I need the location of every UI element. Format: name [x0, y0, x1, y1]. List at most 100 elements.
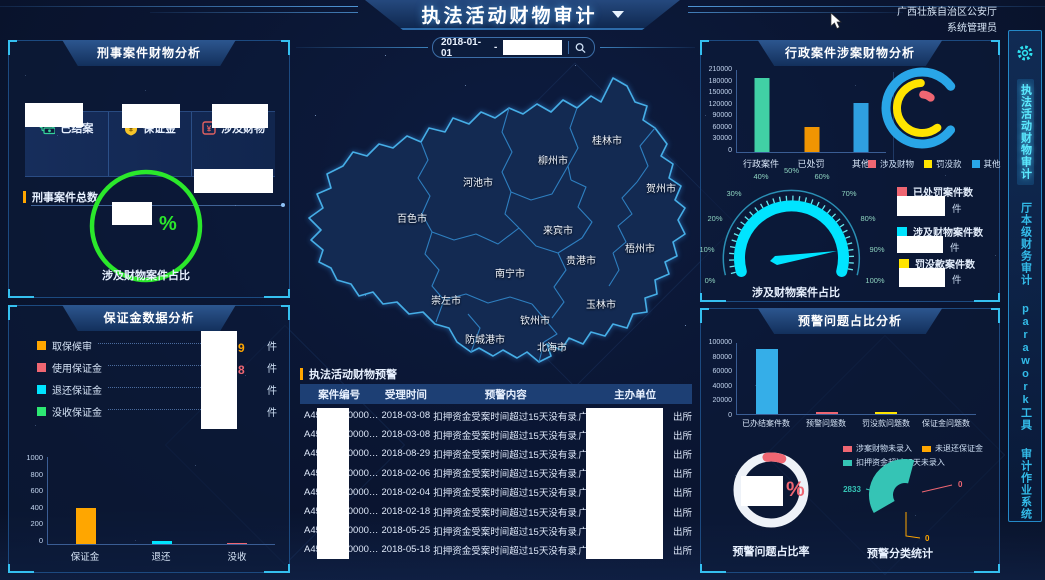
decor-line [296, 47, 428, 48]
legend-swatch [843, 445, 852, 452]
nav-item-parawork-tool[interactable]: parawork工具 [1019, 303, 1032, 431]
deposit-chart-xlabels: 保证金 退还 没收 [47, 549, 275, 563]
bar-other [853, 103, 869, 152]
nav-item-enforcement-audit[interactable]: 执法活动财物审计 [1016, 79, 1034, 185]
warning-table-header: 案件编号 受理时间 预警内容 主办单位 [300, 384, 692, 404]
legend-label: 取保候审 [52, 341, 92, 353]
svg-text:90%: 90% [869, 245, 884, 254]
legend-swatch [868, 160, 876, 168]
app-title-plaque[interactable]: 执法活动财物审计 [365, 0, 680, 30]
xtick: 保证金问题数 [922, 419, 970, 428]
gauge-needle [770, 251, 837, 265]
svg-text:0%: 0% [705, 276, 716, 285]
warning-chart-yaxis: 100000 80000 60000 40000 20000 0 [700, 339, 732, 419]
legend-swatch [897, 186, 907, 197]
end-date-redacted[interactable] [503, 40, 563, 55]
xtick: 退还 [151, 552, 171, 563]
search-icon[interactable] [575, 42, 586, 54]
corner-accent [281, 305, 290, 320]
redacted-value [194, 169, 273, 193]
ytick: 60000 [712, 368, 732, 376]
decor-line [688, 6, 1045, 7]
deposit-legend-row[interactable]: 使用保证金 件 [37, 360, 277, 375]
mouse-cursor [830, 12, 842, 29]
deposit-legend-row[interactable]: 退还保证金 件 [37, 382, 277, 397]
panel-title: 预警问题占比分析 [757, 308, 943, 334]
corner-accent [974, 293, 1000, 302]
gauge-stat-punished: 已处罚案件数 [897, 184, 973, 199]
bar-refunded [151, 540, 172, 544]
pie-legend-row-1[interactable]: 涉案财物未录入 未退还保证金 [843, 443, 983, 454]
ytick: 20000 [712, 397, 732, 405]
criminal-donut-chart [89, 169, 203, 283]
guangxi-map[interactable]: 桂林市 柳州市 贺州市 河池市 百色市 来宾市 梧州市 贵港市 南宁市 玉林市 … [295, 56, 695, 374]
map-city-borders [417, 107, 656, 363]
decor-line [600, 47, 695, 48]
ytick: 120000 [708, 100, 732, 108]
legend-swatch [924, 160, 933, 168]
legend-swatch [897, 226, 907, 237]
xtick: 行政案件 [742, 159, 779, 169]
xtick: 已处罚 [797, 159, 825, 169]
corner-accent [8, 289, 34, 298]
xtick: 保证金 [70, 552, 100, 563]
corner-accent [700, 308, 709, 323]
bar-closed-cases [755, 348, 778, 414]
chart-divider [893, 72, 894, 164]
redacted-value [317, 408, 349, 559]
bar-admin-cases [754, 77, 770, 152]
bar-deposit [75, 508, 96, 544]
corner-accent [264, 289, 290, 298]
warning-donut-caption: 预警问题占比率 [732, 546, 810, 558]
admin-ring-legend[interactable]: 涉及财物 罚没款 其他 [868, 158, 1001, 170]
deposit-bar-chart [47, 457, 275, 545]
panel-warning-ratio-analysis: 预警问题占比分析 [700, 308, 1000, 573]
ytick: 210000 [708, 66, 732, 73]
start-date[interactable]: 2018-01-01 [441, 36, 482, 59]
svg-text:80%: 80% [860, 214, 875, 223]
pie-callout-value: 2833 [843, 485, 861, 494]
bar-punished [804, 127, 819, 152]
city-label: 百色市 [397, 212, 427, 225]
ytick: 60000 [712, 123, 732, 131]
svg-text:50%: 50% [784, 166, 799, 175]
col-header: 案件编号 [318, 388, 361, 401]
stat-unit: 件 [950, 243, 960, 254]
legend-swatch [922, 445, 931, 452]
yuan-box-icon: ¥ [202, 121, 216, 135]
xtick: 没收 [227, 552, 247, 563]
legend-label: 退还保证金 [52, 385, 102, 397]
xtick: 其他 [851, 159, 870, 169]
corner-accent [8, 305, 17, 320]
map-region-outline[interactable] [308, 77, 686, 363]
redacted-value [897, 236, 943, 253]
criminal-donut-caption: 涉及财物案件占比 [102, 270, 190, 282]
svg-text:¥: ¥ [129, 124, 134, 133]
nav-item-audit-work-system[interactable]: 审计作业系统 [1019, 448, 1032, 520]
ytick: 800 [30, 469, 43, 479]
corner-accent [974, 564, 1000, 573]
corner-accent [700, 564, 726, 573]
ytick: 40000 [712, 382, 732, 390]
ytick: 400 [30, 502, 43, 512]
legend-swatch [971, 160, 980, 168]
date-range-separator: - [493, 42, 498, 53]
redacted-value [899, 268, 945, 287]
pie-callout-value: 0 [925, 534, 930, 543]
chevron-down-icon[interactable] [611, 10, 624, 18]
ytick: 1000 [26, 453, 43, 462]
leader-dots [98, 343, 209, 344]
city-label: 玉林市 [586, 298, 616, 311]
deposit-legend-row[interactable]: 取保候审 件 [37, 338, 277, 353]
legend-unit: 件 [267, 341, 277, 353]
date-range-picker[interactable]: 2018-01-01 - [432, 36, 595, 59]
user-name[interactable]: 系统管理员 [947, 22, 997, 34]
corner-accent [700, 293, 726, 302]
nav-item-department-finance-audit[interactable]: 厅本级财务审计 [1019, 202, 1032, 286]
deposit-legend-row[interactable]: 没收保证金 件 [37, 404, 277, 419]
warning-table-title: 执法活动财物预警 [300, 366, 397, 382]
gear-icon[interactable] [1016, 44, 1034, 62]
ytick: 30000 [712, 135, 732, 143]
col-header: 主办单位 [614, 388, 657, 401]
city-label: 南宁市 [495, 267, 525, 280]
